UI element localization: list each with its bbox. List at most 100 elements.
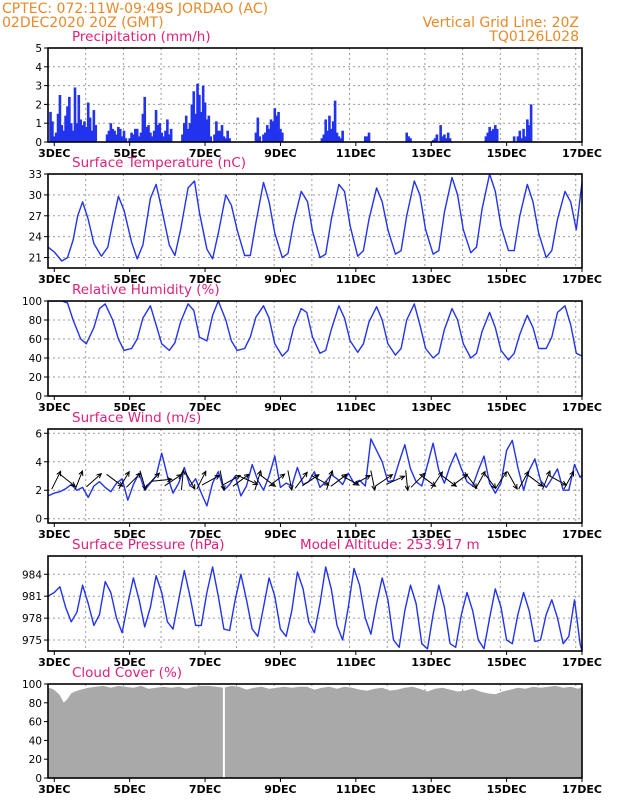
wind-arrow [254, 469, 262, 491]
rh-y-tick-label: 40 [29, 353, 42, 365]
precipitation-bar [154, 110, 158, 142]
precipitation-bar [435, 134, 439, 142]
precipitation-bar [124, 138, 128, 142]
wind-x-tick-label: 15DEC [487, 528, 527, 541]
wind-arrow [118, 470, 130, 490]
precipitation-bar [115, 134, 118, 142]
precipitation-bar [120, 136, 124, 142]
precipitation-bar [275, 115, 278, 142]
wind-arrow [563, 470, 575, 490]
precipitation-bar [520, 138, 523, 142]
precipitation-bar [194, 113, 197, 142]
precipitation-bar [258, 136, 262, 142]
precipitation-bar [409, 138, 412, 142]
surface-pressure-panel: Surface Pressure (hPa) Model Altitude: 25… [22, 537, 602, 669]
precipitation-bar [529, 104, 533, 142]
precipitation-bar [281, 132, 284, 142]
precipitation-bar [184, 115, 188, 142]
temp-y-tick-label: 33 [29, 169, 42, 181]
header-station: CPTEC: 072:11W-09:49S JORDAO (AC) [2, 1, 268, 17]
precipitation-bar [367, 132, 371, 142]
precip-x-tick-label: 15DEC [487, 147, 527, 160]
cloud-cover-area [48, 685, 582, 778]
rh-title: Relative Humidity (%) [72, 282, 220, 298]
precipitation-bar [83, 121, 86, 142]
precipitation-bar [335, 132, 339, 142]
wind-arrow [483, 472, 497, 490]
precipitation-bar [254, 132, 258, 142]
wind-arrow [542, 469, 551, 490]
precipitation-bar [522, 128, 525, 142]
precip-y-tick-label: 2 [35, 99, 42, 111]
precipitation-bar [111, 128, 115, 142]
temp-x-tick-label: 7DEC [189, 273, 221, 286]
rh-series-line [48, 301, 582, 361]
pres-series-line [48, 566, 582, 651]
wind-arrow [451, 473, 469, 487]
temp-x-tick-label: 9DEC [264, 273, 296, 286]
precipitation-bar [190, 104, 194, 142]
precipitation-bar [167, 134, 171, 142]
pres-y-tick-label: 984 [22, 569, 42, 581]
precipitation-bar [213, 134, 216, 142]
pres-y-tick-label: 975 [22, 635, 42, 647]
wind-arrow [268, 473, 286, 487]
wind-arrow [74, 469, 84, 490]
rh-x-tick-label: 11DEC [336, 401, 376, 414]
wind-arrow [370, 470, 377, 492]
precip-frame [47, 47, 583, 143]
precip-x-tick-label: 13DEC [411, 147, 451, 160]
precipitation-bar [226, 130, 229, 142]
temp-x-tick-label: 13DEC [411, 273, 451, 286]
precipitation-bar [181, 134, 184, 142]
cloud-frame [47, 683, 583, 779]
precipitation-bar [75, 123, 79, 142]
precipitation-bar [128, 138, 131, 142]
precipitation-bar [90, 130, 94, 142]
wind-arrow [386, 475, 406, 485]
precipitation-bar [339, 138, 343, 142]
precipitation-bar [407, 136, 410, 142]
temp-x-tick-label: 11DEC [336, 273, 376, 286]
precipitation-bar [122, 130, 126, 142]
pres-x-tick-label: 7DEC [189, 656, 221, 669]
precipitation-bar [264, 132, 267, 142]
precip-y-tick-label: 1 [35, 118, 42, 130]
rh-x-tick-label: 13DEC [411, 401, 451, 414]
rh-x-tick-label: 3DEC [38, 401, 70, 414]
precipitation-bar [265, 125, 269, 142]
precipitation-bar [524, 136, 527, 142]
pres-frame [47, 555, 583, 652]
wind-y-tick-label: 2 [35, 485, 42, 497]
precipitation-bar [203, 102, 207, 142]
rh-y-tick-label: 100 [22, 296, 42, 308]
precipitation-bar [160, 132, 164, 142]
cloud-y-tick-label: 20 [29, 754, 42, 766]
precipitation-bar [516, 136, 520, 142]
temp-y-tick-label: 30 [29, 190, 42, 202]
rh-y-tick-label: 80 [29, 315, 42, 327]
precipitation-bar [271, 121, 275, 142]
temp-x-tick-label: 17DEC [562, 273, 602, 286]
wind-arrow [410, 472, 426, 488]
header-grid-note: Vertical Grid Line: 20Z [423, 15, 579, 31]
precipitation-bar [139, 132, 143, 142]
cloud-title: Cloud Cover (%) [72, 665, 182, 681]
precipitation-bar [66, 106, 69, 142]
wind-arrow [219, 470, 226, 492]
rh-y-tick-label: 0 [35, 391, 42, 403]
precipitation-bar [188, 123, 192, 142]
wind-arrow [294, 471, 308, 489]
precipitation-bar [52, 136, 56, 142]
wind-arrow [287, 470, 294, 492]
precipitation-bar [77, 95, 81, 142]
precipitation-bar [492, 128, 495, 142]
precipitation-bar [109, 123, 113, 142]
precip-x-tick-label: 17DEC [562, 147, 602, 160]
precipitation-bar [183, 123, 186, 142]
temp-frame [47, 173, 583, 269]
wind-arrow [151, 477, 173, 483]
precipitation-bar [446, 132, 450, 142]
surface-wind-panel: Surface Wind (m/s) 0 2 4 6 3DEC 5DEC 7DEC 9DEC 11… [35, 410, 602, 541]
